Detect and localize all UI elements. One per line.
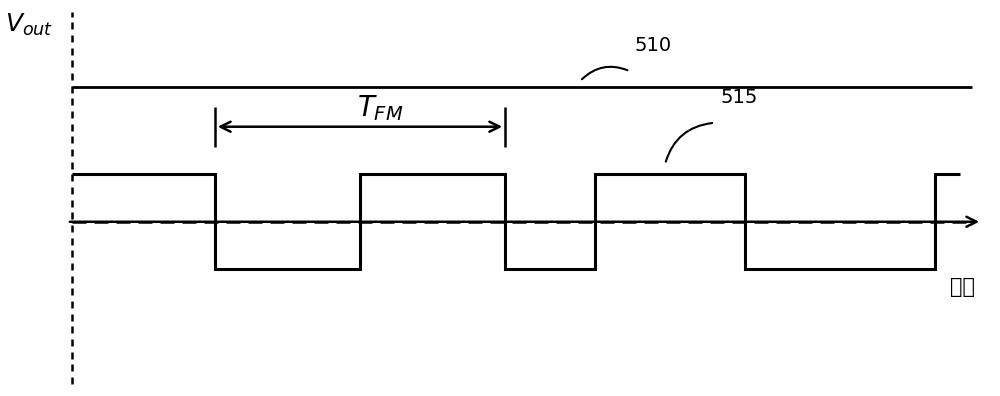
Text: 510: 510 bbox=[635, 36, 672, 55]
Text: 时间: 时间 bbox=[950, 277, 975, 297]
Text: 515: 515 bbox=[720, 88, 757, 107]
Text: $V_{out}$: $V_{out}$ bbox=[5, 12, 53, 38]
Text: $T_{FM}$: $T_{FM}$ bbox=[357, 93, 403, 123]
